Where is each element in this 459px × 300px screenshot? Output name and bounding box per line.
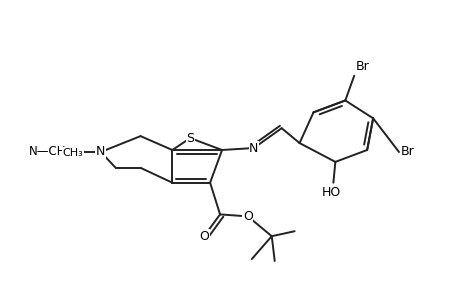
Text: N: N [96, 146, 105, 158]
Text: O: O [242, 210, 252, 223]
Text: O: O [199, 230, 209, 243]
Text: N: N [96, 146, 105, 158]
Text: CH₃: CH₃ [62, 148, 83, 158]
Text: Br: Br [355, 60, 369, 73]
Text: Br: Br [400, 146, 414, 158]
Text: HO: HO [321, 186, 340, 199]
Text: S: S [186, 132, 194, 145]
Text: N: N [249, 142, 258, 154]
Text: N—CH₃: N—CH₃ [28, 146, 71, 158]
